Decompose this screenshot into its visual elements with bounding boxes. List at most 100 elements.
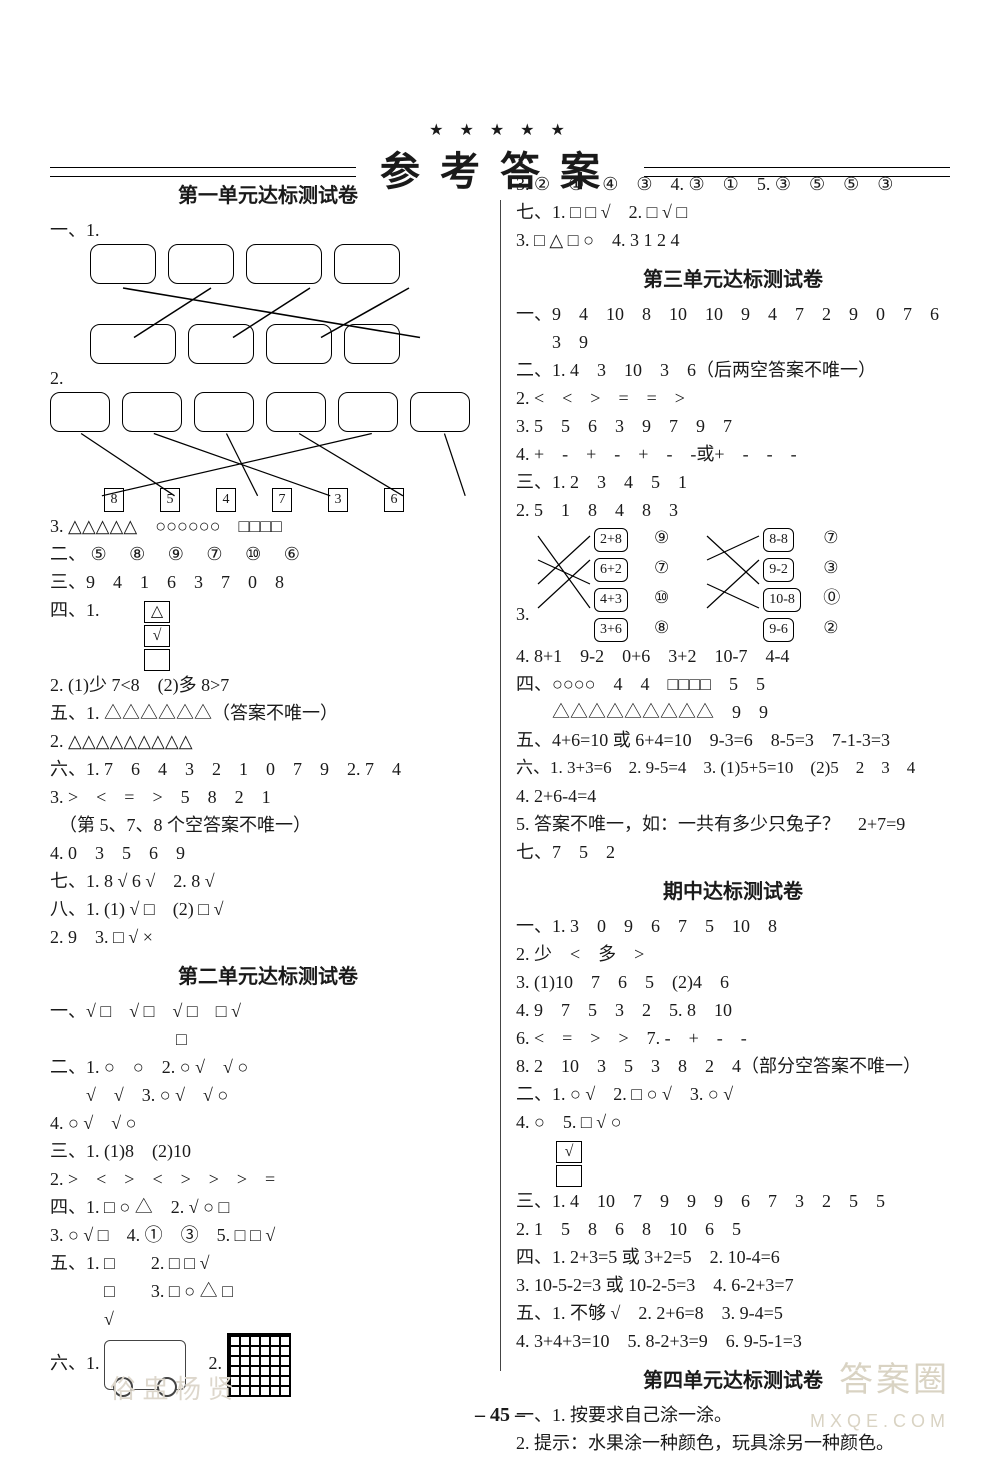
- image-box: [90, 324, 176, 364]
- unit2-q2-1a: 二、1. ○ ○ 2. ○ √ √ ○: [50, 1053, 486, 1081]
- unit3-q7: 七、7 5 2: [516, 838, 950, 866]
- unit1-title: 第一单元达标测试卷: [50, 180, 486, 212]
- mid-q1: 一、1. 3 0 9 6 7 5 10 8: [516, 912, 950, 940]
- match-right: 8-8 ⑦ 9-2 ③ 10-8 ⓪ 9-6 ②: [703, 524, 840, 642]
- match-left: 2+8 ⑨ 6+2 ⑦ 4+3 ⑩ 3+6 ⑧: [534, 524, 669, 642]
- right-column: 3. ② ① ④ ③ 4. ③ ① 5. ③ ⑤ ⑤ ③ 七、1. □ □ √ …: [500, 170, 950, 1370]
- circled-num: ⑤: [91, 540, 107, 568]
- unit1-q4-2: 2. (1)少 7<8 (2)多 8>7: [50, 671, 486, 699]
- mid-q2b-stack: √: [516, 1136, 950, 1187]
- label: 二、: [50, 544, 86, 564]
- unit2-q2-4: 4. ○ √ √ ○: [50, 1109, 486, 1137]
- unit2-q4-3: 3. ○ √ □ 4. ① ③ 5. □ □ √: [50, 1221, 486, 1249]
- num-box: 3: [328, 488, 348, 512]
- answer-box: [144, 649, 170, 671]
- image-box: [344, 324, 400, 364]
- expr-box: 9-6: [763, 618, 794, 642]
- watermark-big: 答案圈: [810, 1353, 950, 1407]
- label: 六、1.: [50, 1353, 100, 1373]
- expr-box: 8-8: [763, 528, 794, 552]
- mid-q8: 8. 2 10 3 5 3 8 2 4（部分空答案不唯一）: [516, 1052, 950, 1080]
- mid-q4b3: 3. 10-5-2=3 或 10-2-5=3 4. 6-2+3=7: [516, 1271, 950, 1299]
- unit2-q4-1: 四、1. □ ○ △ 2. √ ○ □: [50, 1193, 486, 1221]
- mid-q4b1: 四、1. 2+3=5 或 3+2=5 2. 10-4=6: [516, 1243, 950, 1271]
- mid-q3b1: 三、1. 4 10 7 9 9 9 6 7 3 2 5 5: [516, 1187, 950, 1215]
- expr-box: 9-2: [763, 558, 794, 582]
- expr-box: 10-8: [763, 588, 801, 612]
- unit1-q6-3: 3. > < = > 5 8 2 1: [50, 783, 486, 811]
- unit3-q2-3: 3. 5 5 6 3 9 7 9 7: [516, 412, 950, 440]
- circled-num: ⑦: [206, 540, 222, 568]
- unit1-q6-1: 六、1. 7 6 4 3 2 1 0 7 9 2. 7 4: [50, 755, 486, 783]
- answer-box: [556, 1165, 582, 1187]
- unit3-title: 第三单元达标测试卷: [516, 264, 950, 296]
- unit2-q5-2: □ 3. □ ○ △ □: [50, 1277, 486, 1305]
- unit2-q3-2: 2. > < > < > > > =: [50, 1165, 486, 1193]
- answer-box: √: [144, 625, 170, 647]
- circled-num: ⑩: [654, 584, 669, 612]
- num-box: 6: [384, 488, 404, 512]
- unit1-q1-label: 一、1.: [50, 216, 486, 244]
- unit1-q2b: 二、 ⑤ ⑧ ⑨ ⑦ ⑩ ⑥: [50, 540, 486, 568]
- image-box: [266, 324, 332, 364]
- unit2-q2-1b: √ √ 3. ○ √ √ ○: [50, 1081, 486, 1109]
- mid-q5-1: 五、1. 不够 √ 2. 2+6=8 3. 9-4=5: [516, 1299, 950, 1327]
- unit3-q2-1: 二、1. 4 3 10 3 6（后两空答案不唯一）: [516, 356, 950, 384]
- circled-num: ③: [823, 554, 840, 582]
- unit1-q5-2: 2. △△△△△△△△△: [50, 727, 486, 755]
- mid-q2b: 二、1. ○ √ 2. □ ○ √ 3. ○ √: [516, 1080, 950, 1108]
- unit3-q2-2: 2. < < > = = >: [516, 384, 950, 412]
- unit1-q8-2: 2. 9 3. □ √ ×: [50, 923, 486, 951]
- unit3-q4b2: △△△△△△△△△ 9 9: [516, 698, 950, 726]
- mid-q3: 3. (1)10 7 6 5 (2)4 6: [516, 968, 950, 996]
- expr-box: 4+3: [594, 588, 628, 612]
- watermark-brand: 答案圈 MXQE.COM: [810, 1353, 950, 1436]
- unit1-q7: 七、1. 8 √ 6 √ 2. 8 √: [50, 867, 486, 895]
- unit1-q3b: 三、9 4 1 6 3 7 0 8: [50, 568, 486, 596]
- circled-num: ⑦: [823, 524, 840, 552]
- unit3-q6: 六、1. 3+3=6 2. 9-5=4 3. (1)5+5=10 (2)5 2 …: [516, 754, 950, 782]
- num-box: 7: [272, 488, 292, 512]
- num-box: 8: [104, 488, 124, 512]
- unit1-q5-1: 五、1. △△△△△△（答案不唯一）: [50, 699, 486, 727]
- unit3-q3-1: 三、1. 2 3 4 5 1: [516, 468, 950, 496]
- unit3-q1: 一、9 4 10 8 10 10 9 4 7 2 9 0 7 6: [516, 300, 950, 328]
- unit1-q1-figure: [90, 244, 486, 364]
- maze-icon: [227, 1333, 291, 1397]
- circled-num: ⑨: [168, 540, 184, 568]
- circled-num: ⑧: [129, 540, 145, 568]
- unit3-q3-3: 3. 2+8 ⑨ 6+2 ⑦ 4+3: [516, 524, 950, 642]
- watermark-script: 俗 盅 杨 贤: [110, 1369, 234, 1411]
- circled-num: ⑨: [654, 524, 669, 552]
- unit2-q5-3: √: [50, 1305, 486, 1333]
- unit2-title: 第二单元达标测试卷: [50, 961, 486, 993]
- right-cont-2b: 3. □ △ □ ○ 4. 3 1 2 4: [516, 226, 950, 254]
- unit3-q4b1: 四、○○○○ 4 4 □□□□ 5 5: [516, 670, 950, 698]
- mid-q6: 6. < = > > 7. - + - -: [516, 1024, 950, 1052]
- crossing-lines-icon: [703, 524, 763, 620]
- circled-num: ⓪: [823, 584, 840, 612]
- circled-num: ⑧: [654, 614, 669, 642]
- unit2-q1a: 一、√ □ √ □ √ □ □ √: [50, 997, 486, 1025]
- unit1-q4: 四、1. △ √: [50, 596, 486, 671]
- left-column: 第一单元达标测试卷 一、1.: [50, 170, 500, 1370]
- circled-num: ⑥: [284, 540, 300, 568]
- unit1-q6-4: 4. 0 3 5 6 9: [50, 839, 486, 867]
- unit3-q6-4: 4. 2+6-4=4: [516, 782, 950, 810]
- unit2-q5-1: 五、1. □ 2. □ □ √: [50, 1249, 486, 1277]
- unit3-q1b: 3 9: [516, 328, 950, 356]
- mid-q5-4: 4. 3+4+3=10 5. 8-2+3=9 6. 9-5-1=3: [516, 1327, 950, 1355]
- expr-box: 3+6: [594, 618, 628, 642]
- unit1-q6-n: （第 5、7、8 个空答案不唯一）: [50, 811, 486, 839]
- unit3-q2-4: 4. + - + - + - -或+ - - -: [516, 440, 950, 468]
- mid-q4: 4. 9 7 5 3 2 5. 8 10: [516, 996, 950, 1024]
- watermark-small: MXQE.COM: [810, 1407, 950, 1436]
- circled-num: ②: [823, 614, 840, 642]
- expr-box: 2+8: [594, 528, 628, 552]
- mid-q2: 2. 少 < 多 >: [516, 940, 950, 968]
- circled-num: ⑦: [654, 554, 669, 582]
- unit1-q1-label-text: 一、1.: [50, 220, 100, 240]
- unit2-q3-1: 三、1. (1)8 (2)10: [50, 1137, 486, 1165]
- num-box: 5: [160, 488, 180, 512]
- circled-num: ⑩: [245, 540, 261, 568]
